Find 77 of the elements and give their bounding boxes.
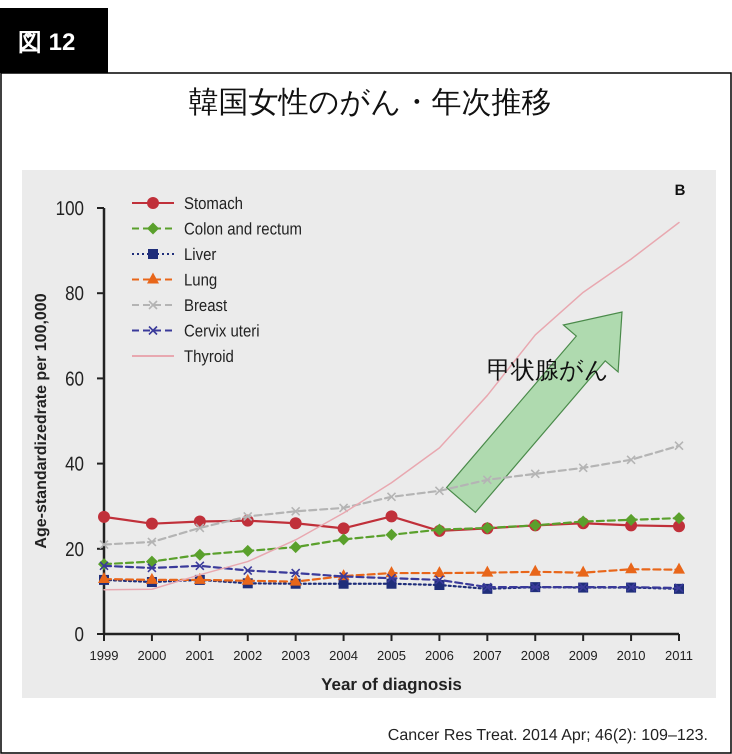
text: B <box>674 182 686 199</box>
point <box>338 533 350 546</box>
legend-label: Thyroid <box>184 348 234 366</box>
annotation: 甲状腺がん <box>487 357 609 384</box>
legend-label: Colon and rectum <box>184 220 302 239</box>
x-tick-label: 2003 <box>281 648 310 663</box>
x-tick-label: 2002 <box>233 648 262 663</box>
point <box>98 572 110 584</box>
point <box>195 561 205 571</box>
x-axis-title: Year of diagnosis <box>321 675 462 694</box>
point <box>338 572 348 582</box>
legend-label: Lung <box>184 272 218 290</box>
x-tick-label: 2009 <box>568 648 598 663</box>
point <box>338 522 350 534</box>
point <box>194 548 206 561</box>
x-tick-label: 2005 <box>377 648 406 663</box>
x-tick-label: 2011 <box>665 648 693 663</box>
y-axis-title: Age-standardizedrate per 100,000 <box>33 293 50 549</box>
point <box>290 568 300 578</box>
x-tick-label: 2006 <box>424 648 454 663</box>
x-tick-label: 2000 <box>137 648 166 663</box>
point <box>98 510 110 523</box>
y-tick-label: 20 <box>65 537 84 560</box>
point <box>290 574 302 586</box>
x-tick-label: 2001 <box>185 648 214 663</box>
point <box>242 566 253 576</box>
x-tick-label: 2010 <box>616 648 646 663</box>
point <box>673 562 685 574</box>
x-tick-label: 2007 <box>472 648 502 663</box>
y-tick-label: 40 <box>65 452 84 475</box>
point <box>626 454 636 465</box>
text: Cancer Res Treat. 2014 Apr; 46(2): 109–123. <box>388 727 708 744</box>
point <box>482 474 492 485</box>
y-tick-label: 80 <box>65 282 84 305</box>
point <box>578 463 588 473</box>
point <box>99 540 109 550</box>
point <box>529 564 542 576</box>
point <box>530 469 540 479</box>
y-tick-label: 0 <box>74 622 84 646</box>
point <box>433 566 446 578</box>
legend-label: Stomach <box>184 195 243 214</box>
x-tick-label: 1999 <box>90 648 118 663</box>
y-tick-label: 60 <box>65 367 84 390</box>
point <box>146 556 158 568</box>
point <box>673 512 685 524</box>
point <box>242 544 254 557</box>
legend-label: Cervix uteri <box>184 322 260 341</box>
point <box>481 566 494 577</box>
point <box>290 506 300 516</box>
point <box>434 486 444 496</box>
point <box>195 523 205 533</box>
y-tick-label: 100 <box>56 196 84 220</box>
legend-label: Breast <box>184 297 228 316</box>
point <box>386 528 398 541</box>
point <box>242 574 254 585</box>
point <box>338 503 348 513</box>
point <box>290 517 302 530</box>
legend-label: Liver <box>184 246 218 264</box>
point <box>386 492 396 502</box>
caption: 図 12 <box>18 29 76 56</box>
point <box>290 541 302 554</box>
point <box>242 512 253 522</box>
point <box>386 510 398 522</box>
point <box>625 562 638 574</box>
point <box>146 572 158 584</box>
point <box>625 514 638 526</box>
point <box>147 563 157 573</box>
point <box>147 537 157 547</box>
x-tick-label: 2008 <box>520 648 550 663</box>
chart-title: 韓国女性のがん・年次推移 <box>188 86 552 119</box>
point <box>99 561 109 571</box>
point <box>577 566 590 577</box>
point <box>386 573 396 583</box>
x-tick-label: 2004 <box>329 648 358 663</box>
point <box>146 518 158 530</box>
point <box>674 440 684 451</box>
point <box>434 575 444 585</box>
